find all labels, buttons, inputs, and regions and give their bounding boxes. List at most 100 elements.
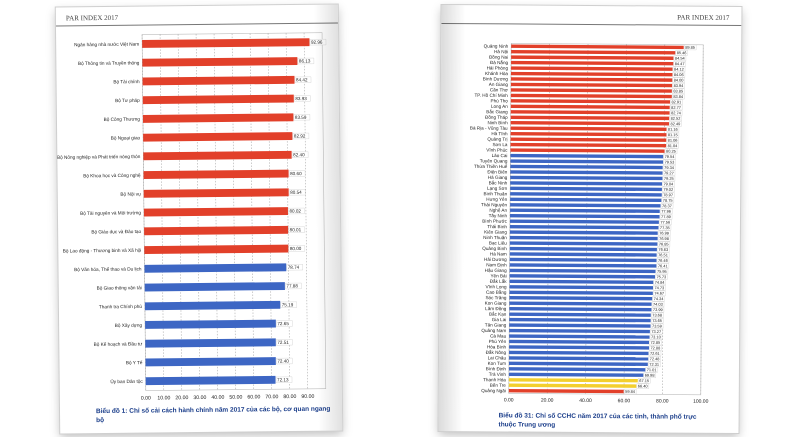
value-label: 81.15 (668, 132, 678, 137)
right-page: PAR INDEX 2017 0.00 20.00 40.00 60.00 80.00 1… (438, 4, 742, 434)
value-label-box (650, 323, 664, 329)
value-label-box (288, 170, 306, 177)
province-bar (510, 197, 662, 203)
value-label: 84.42 (296, 77, 308, 82)
category-label: Bộ Y Tế (126, 360, 143, 365)
value-label-box (651, 312, 664, 318)
value-label-box (660, 203, 674, 209)
category-label: Nam Định (486, 262, 507, 267)
value-label-box (648, 356, 661, 362)
value-label-box (662, 170, 676, 176)
province-bar (511, 44, 684, 50)
value-label-box (292, 132, 310, 140)
category-label: Bộ Xây dựng (115, 323, 143, 328)
category-label: Thanh Hóa (483, 377, 506, 382)
category-label: Ngân hàng nhà nước Việt Nam (74, 42, 139, 48)
category-label: Bộ Văn hóa, Thể thao và Du lịch (74, 265, 142, 272)
category-label: Hậu Giang (485, 268, 507, 273)
value-label: 83.94 (674, 83, 685, 88)
value-label-box (276, 339, 293, 346)
province-bar (509, 252, 657, 257)
value-label: 77.96 (661, 209, 671, 214)
province-bar (509, 350, 649, 356)
category-label: Đà Nẵng (490, 59, 509, 65)
province-bar (509, 345, 650, 350)
category-label: Bình Dương (483, 76, 509, 81)
category-label: Tuyên Quang (480, 158, 508, 163)
value-label-box (672, 88, 685, 94)
province-bar (509, 296, 653, 301)
value-label: 82.91 (671, 99, 681, 104)
value-label: 72.51 (277, 340, 289, 345)
category-label: Bộ Ngoại giao (111, 135, 141, 140)
value-label-box (643, 372, 656, 378)
province-bar (510, 203, 661, 208)
value-label-box (662, 181, 675, 187)
ministry-bar (144, 263, 287, 273)
value-label: 81.04 (668, 143, 679, 148)
value-label-box (672, 72, 686, 78)
province-bar (510, 131, 667, 137)
value-label: 80.01 (290, 227, 302, 232)
chart-caption: Biểu đồ 1: Chỉ số cải cách hành chính nă… (95, 405, 331, 425)
category-label: Cao Bằng (486, 289, 507, 295)
category-label: Quảng Ninh (484, 44, 509, 49)
value-label-box (645, 367, 658, 373)
value-label-box (670, 104, 683, 111)
value-label-box (649, 339, 662, 346)
value-label: 83.59 (295, 115, 307, 120)
ministry-bar (143, 188, 289, 198)
province-bar (508, 389, 624, 394)
category-label: Bộ Nội vụ (120, 192, 141, 197)
value-label-box (648, 350, 662, 357)
value-label-box (658, 225, 672, 231)
value-label-box (655, 268, 669, 275)
value-label-box (663, 159, 676, 165)
ministry-bar (143, 132, 293, 142)
value-label: 80.54 (290, 190, 302, 195)
value-label: 84.12 (674, 67, 684, 72)
value-label: 75.73 (656, 274, 666, 279)
category-label: Lai Châu (488, 355, 507, 360)
ministry-bar (144, 300, 281, 311)
value-label: 72.88 (651, 345, 661, 350)
value-label: 80.60 (290, 171, 302, 176)
value-label-box (276, 357, 293, 365)
category-label: Bộ Tư pháp (115, 98, 140, 103)
x-tick-label: 10.00 (157, 395, 170, 401)
province-bar (510, 93, 672, 99)
x-tick-label: 40.00 (579, 398, 592, 404)
value-label-box (638, 378, 651, 384)
value-label: 72.61 (650, 351, 660, 356)
province-bar (509, 334, 650, 339)
value-label: 82.40 (293, 152, 305, 157)
value-label: 84.06 (674, 72, 684, 77)
value-label: 66.40 (638, 383, 649, 388)
province-bar (510, 164, 663, 170)
category-label: Phú Yên (489, 339, 507, 344)
province-bar (510, 192, 662, 197)
province-bar (510, 99, 671, 104)
province-bar (509, 279, 654, 285)
value-label-box (309, 39, 327, 46)
value-label-box (662, 192, 675, 198)
province-bar (510, 159, 664, 164)
value-label: 81.06 (668, 138, 678, 143)
value-label: 73.27 (651, 329, 661, 334)
category-label: Lâm Đồng (485, 306, 507, 311)
value-label-box (656, 252, 670, 258)
value-label: 77.89 (661, 214, 671, 219)
category-label: Bến Tre (490, 383, 507, 388)
value-label-box (659, 214, 673, 220)
value-label: 72.65 (277, 321, 289, 326)
category-label: Cà Mau (490, 333, 507, 338)
value-label-box (655, 274, 668, 280)
province-bar (509, 257, 657, 263)
value-label: 89.85 (685, 45, 695, 50)
value-label-box (673, 61, 686, 67)
value-label: 72.40 (277, 359, 289, 364)
value-label-box (657, 246, 670, 253)
category-label: Thừa Thiên Huế (474, 164, 508, 169)
category-label: Hà Tĩnh (491, 131, 508, 136)
ministry-bar (143, 207, 288, 217)
